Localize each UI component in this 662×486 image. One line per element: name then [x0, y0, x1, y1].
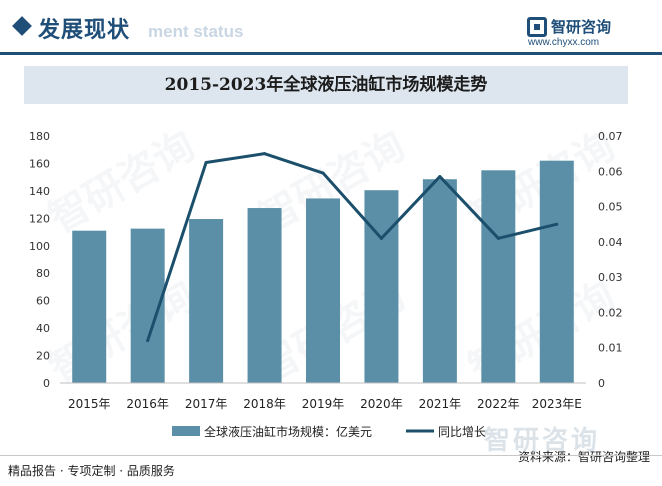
- growth-point-7: [555, 222, 559, 226]
- growth-point-1: [204, 160, 208, 164]
- right-tick-label: 0.02: [598, 306, 623, 319]
- bar-6: [422, 179, 457, 383]
- bar-8: [539, 160, 574, 383]
- x-tick-label: 2023年E: [532, 397, 582, 411]
- left-tick-label: 0: [43, 377, 50, 390]
- footer-slogan: 精品报告 · 专项定制 · 品质服务: [8, 464, 175, 478]
- right-tick-label: 0.06: [598, 165, 623, 178]
- growth-point-3: [321, 171, 325, 175]
- logo-icon: [527, 17, 547, 37]
- x-tick-label: 2015年: [68, 397, 111, 411]
- logo-name: 智研咨询: [551, 18, 612, 36]
- chart-title-band: 2015-2023年全球液压油缸市场规模走势: [24, 66, 628, 104]
- x-tick-label: 2018年: [243, 397, 286, 411]
- x-tick-label: 2020年: [360, 397, 403, 411]
- bar-7: [481, 170, 516, 383]
- growth-line: [146, 152, 558, 342]
- left-axis-ticks: 0 20 40 60 80 100 120 140 160 180: [29, 130, 50, 390]
- right-axis-ticks: 0 0.01 0.02 0.03 0.04 0.05 0.06 0.07: [598, 130, 623, 390]
- growth-point-6: [496, 236, 500, 240]
- legend-bar-swatch: [172, 426, 200, 436]
- left-tick-label: 100: [29, 240, 50, 253]
- right-tick-label: 0.05: [598, 201, 623, 214]
- chart-title: 2015-2023年全球液压油缸市场规模走势: [164, 75, 488, 95]
- x-tick-label: 2016年: [126, 397, 169, 411]
- bars-layer: [72, 160, 574, 383]
- bar-5: [364, 190, 399, 383]
- right-tick-label: 0.03: [598, 271, 623, 284]
- header-divider: [0, 52, 662, 55]
- section-title: 发展现状: [38, 18, 131, 43]
- brand-logo: 智研咨询 www.chyxx.com: [527, 16, 642, 50]
- left-tick-label: 20: [36, 350, 50, 363]
- left-tick-label: 60: [36, 295, 50, 308]
- legend-bar-label: 全球液压油缸市场规模：亿美元: [204, 424, 372, 439]
- line-layer: [146, 152, 559, 343]
- growth-point-2: [263, 152, 267, 156]
- x-tick-label: 2022年: [477, 397, 520, 411]
- bar-2: [189, 219, 224, 383]
- left-tick-label: 160: [29, 157, 50, 170]
- section-subtitle: ment status: [148, 22, 244, 41]
- header: 发展现状 ment status 智研咨询 www.chyxx.com: [0, 0, 662, 52]
- growth-point-5: [438, 175, 442, 179]
- right-tick-label: 0.01: [598, 342, 623, 355]
- left-tick-label: 80: [36, 267, 50, 280]
- x-tick-label: 2019年: [302, 397, 345, 411]
- bar-3: [247, 208, 282, 383]
- x-tick-label: 2021年: [419, 397, 462, 411]
- bar-0: [72, 230, 107, 383]
- right-tick-label: 0.07: [598, 130, 623, 143]
- growth-point-4: [379, 236, 383, 240]
- legend: 全球液压油缸市场规模：亿美元 同比增长: [172, 424, 486, 439]
- growth-point-0: [146, 339, 150, 343]
- footer-divider: [0, 455, 662, 456]
- logo-url: www.chyxx.com: [528, 37, 600, 48]
- right-tick-label: 0: [598, 377, 605, 390]
- source-note: 资料来源：智研咨询整理: [517, 450, 650, 464]
- bar-4: [306, 198, 340, 383]
- x-axis-ticks: 2015年 2016年 2017年 2018年 2019年 2020年 2021年 2022年…: [68, 397, 582, 411]
- left-tick-label: 180: [29, 130, 50, 143]
- x-tick-label: 2017年: [185, 397, 228, 411]
- left-tick-label: 120: [29, 212, 50, 225]
- legend-line-label: 同比增长: [438, 425, 486, 439]
- left-tick-label: 140: [29, 185, 50, 198]
- left-tick-label: 40: [36, 322, 50, 335]
- right-tick-label: 0.04: [598, 236, 623, 249]
- brand-watermark: 智研咨询: [484, 426, 601, 456]
